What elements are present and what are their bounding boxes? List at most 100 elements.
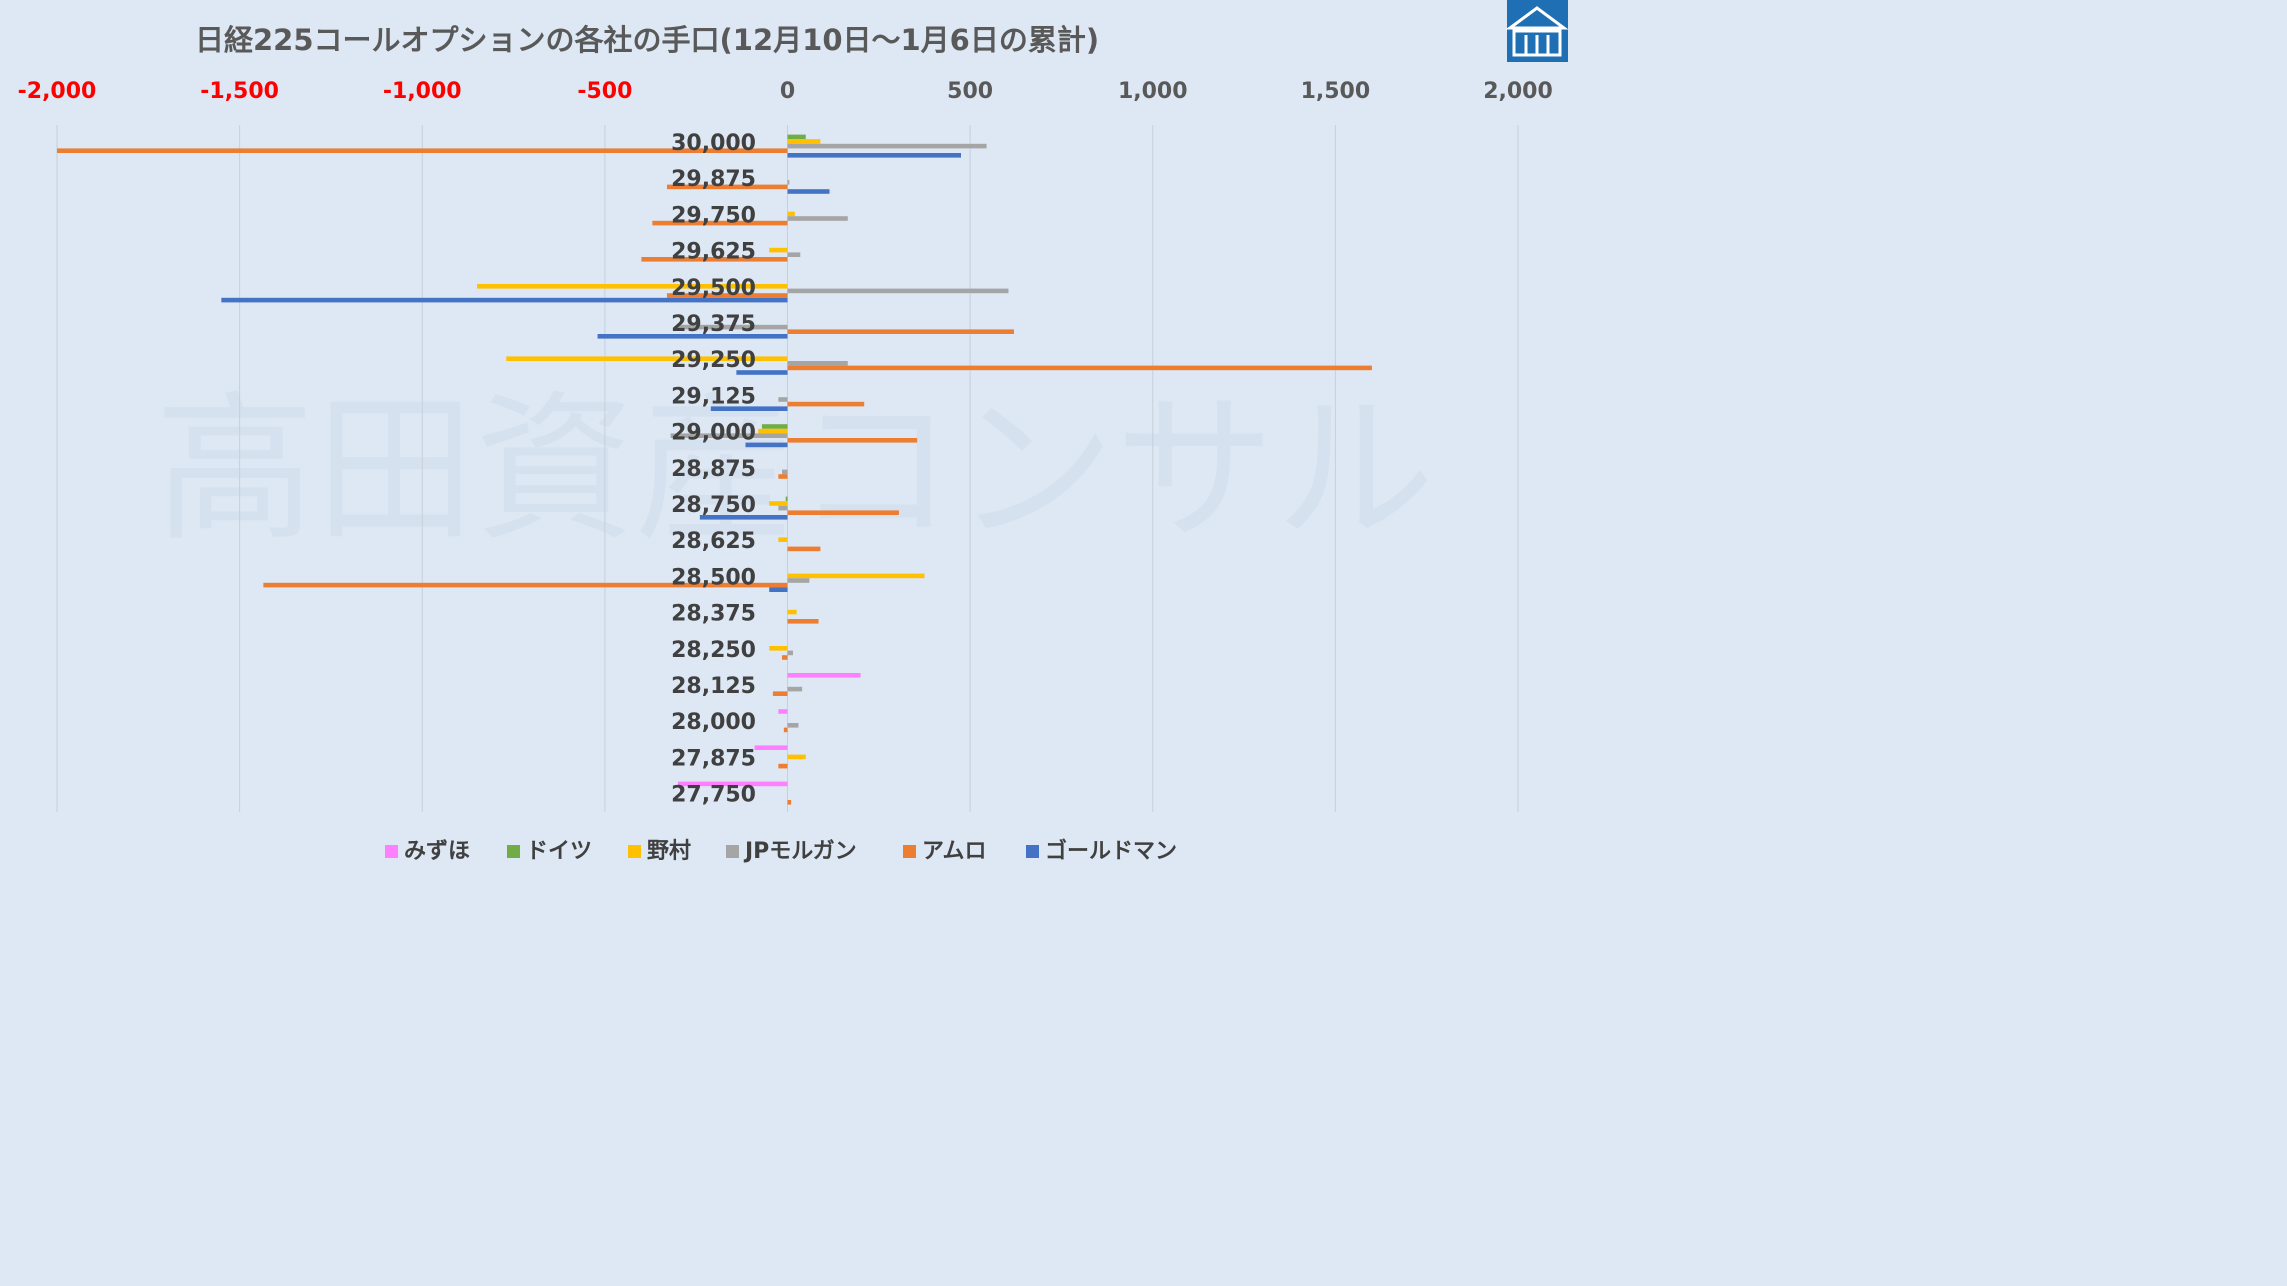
bar [785,496,788,502]
bar [778,763,788,769]
bar [597,334,788,339]
y-tick-label: 28,125 [671,674,756,699]
bar [787,723,799,728]
bar [787,365,1372,371]
x-tick-label: 1,500 [1301,79,1371,104]
legend-swatch [507,845,520,858]
legend-label: みずほ [404,839,470,864]
bar [769,587,788,592]
y-tick-label: 29,375 [671,312,756,337]
bar [761,424,788,429]
legend-swatch [385,845,398,858]
bar [666,293,788,298]
chart-title: 日経225コールオプションの各社の手口(12月10日～1月6日の累計) [195,23,1099,57]
gridlines [56,125,1519,812]
bar [787,189,830,194]
y-tick-label: 28,500 [671,565,756,590]
bar [787,619,819,624]
y-tick-label: 28,250 [671,638,756,663]
bar [666,184,788,190]
bar [57,148,788,153]
legend: みずほ ドイツ 野村 JPモルガン アムロ ゴールドマン [385,838,1177,864]
x-tick-label: -500 [577,79,632,104]
bar [677,781,788,787]
x-axis-ticks: -2,000 -1,500 -1,000 -500 0 500 1,000 1,500 2,00… [18,79,1553,104]
y-tick-label: 28,000 [671,710,756,735]
legend-swatch [903,845,916,858]
y-tick-label: 27,875 [671,746,756,771]
bar [772,691,788,696]
x-tick-label: -2,000 [18,79,97,104]
bar [778,537,788,542]
logo-icon [1505,0,1568,62]
legend-swatch [1026,845,1039,858]
bar [652,220,788,226]
y-axis-ticks: 30,000 29,875 29,750 29,625 29,500 29,375 29,2… [671,131,756,808]
bar [787,288,1009,294]
watermark: 高田資産コンサル [155,376,1435,563]
y-tick-label: 29,500 [671,276,756,301]
bar [787,609,797,615]
bar [754,745,788,750]
bar [787,686,803,692]
y-tick-label: 27,750 [671,783,756,808]
bar [787,650,793,656]
legend-swatch [726,845,739,858]
bar [769,646,788,651]
x-tick-label: -1,500 [200,79,279,104]
y-tick-label: 29,000 [671,421,756,446]
legend-label: アムロ [922,839,986,864]
y-tick-label: 29,750 [671,203,756,228]
bar [263,582,788,588]
x-tick-label: 1,000 [1118,79,1188,104]
bar [641,257,788,262]
bar [787,546,821,552]
bar [758,428,788,434]
y-tick-label: 28,750 [671,493,756,518]
x-tick-label: -1,000 [383,79,462,104]
x-tick-label: 0 [780,79,795,104]
bar [677,324,788,330]
bar [782,469,788,475]
y-tick-label: 28,875 [671,457,756,482]
bar [787,573,925,579]
y-tick-label: 29,250 [671,348,756,373]
legend-label: ゴールドマン [1045,838,1177,864]
chart: 高田資産コンサル 日経225コールオプションの各社の手口(12月10日～1月6日… [18,0,1568,864]
bar [699,515,788,520]
x-tick-label: 500 [947,79,993,104]
bar [787,673,861,678]
legend-swatch [628,845,641,858]
bar [745,442,788,448]
bar [778,505,788,511]
bar [787,134,806,140]
y-tick-label: 29,875 [671,167,756,192]
bar [778,709,788,714]
bar [782,655,788,660]
bar [787,800,792,805]
y-tick-label: 30,000 [671,131,756,156]
bar [787,180,790,185]
y-tick-label: 28,375 [671,602,756,627]
bar [477,284,788,289]
legend-label: JPモルガン [743,839,857,864]
bar [787,153,961,158]
bar [787,216,848,221]
y-tick-label: 29,625 [671,240,756,265]
bar [710,406,788,411]
bar [787,252,801,257]
bar [787,578,810,583]
bar [736,370,788,375]
legend-label: ドイツ [526,839,592,864]
y-tick-label: 29,125 [671,384,756,409]
bar [778,397,788,402]
bar [670,433,788,438]
bar [787,510,899,515]
bar [506,356,788,361]
legend-label: 野村 [647,839,691,864]
y-tick-label: 28,625 [671,529,756,554]
bar [787,329,1014,334]
bar [787,754,806,760]
bar [787,438,918,443]
bars [57,134,1372,805]
